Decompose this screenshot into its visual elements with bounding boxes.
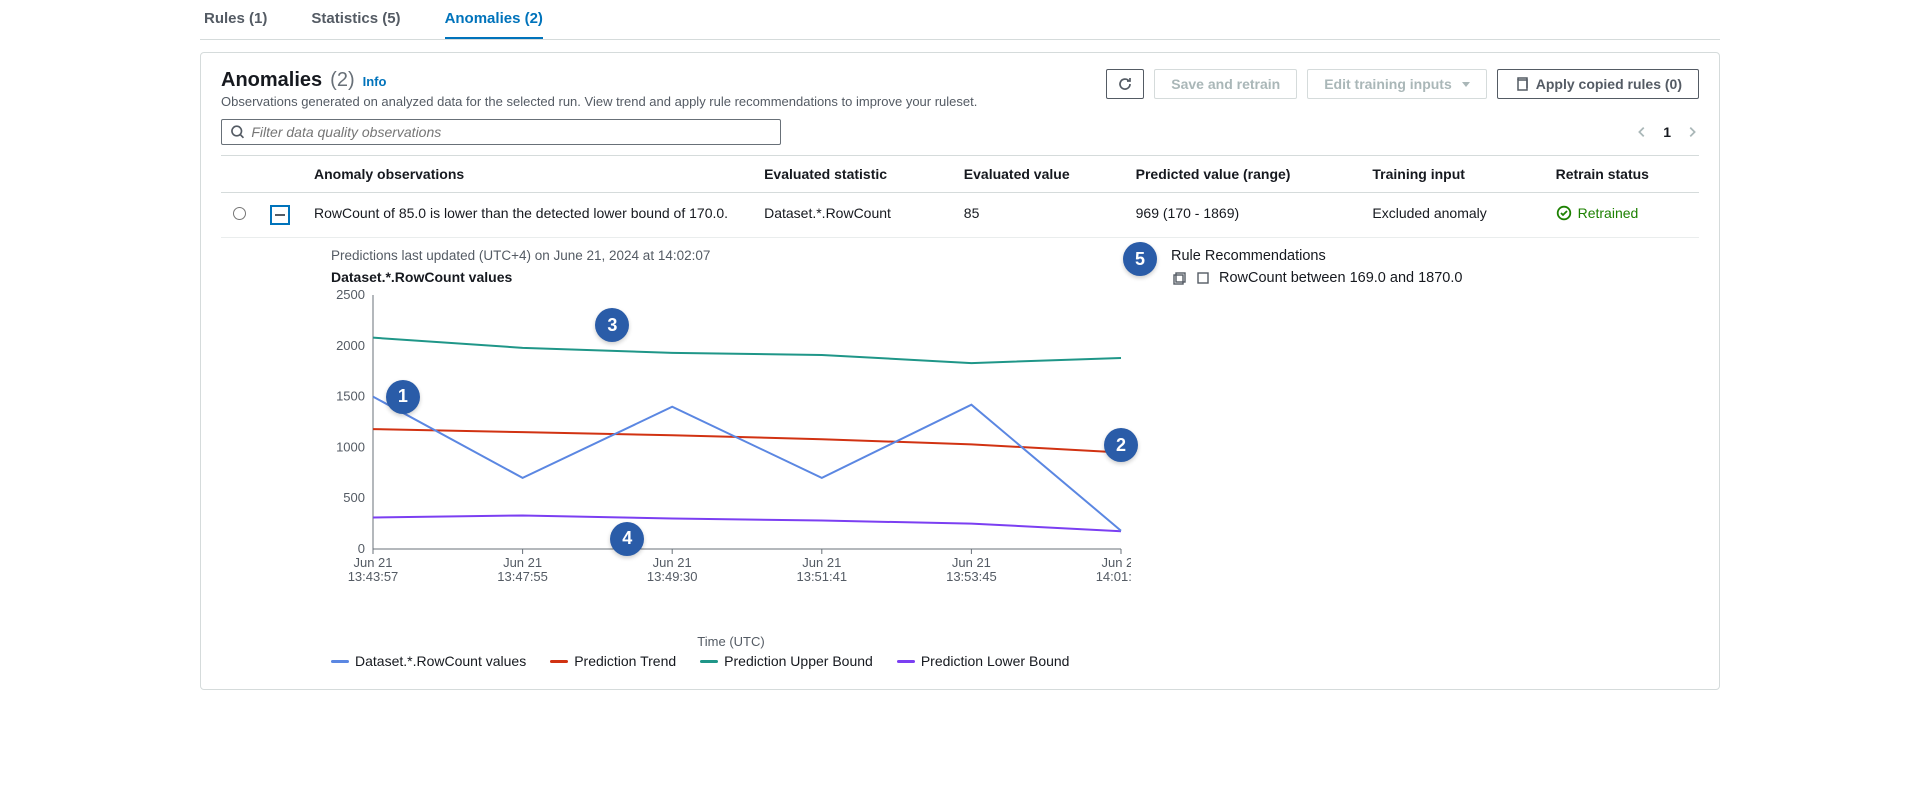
svg-text:Jun 21: Jun 21 [952, 555, 991, 570]
col-statistic: Evaluated statistic [752, 156, 952, 193]
svg-text:1000: 1000 [336, 439, 365, 454]
minus-icon [275, 214, 285, 216]
line-chart: 05001000150020002500Jun 2113:43:57Jun 21… [331, 289, 1131, 589]
col-value: Evaluated value [952, 156, 1124, 193]
panel-count: (2) [330, 69, 354, 92]
cell-training: Excluded anomaly [1360, 193, 1543, 238]
next-page-icon[interactable] [1685, 125, 1699, 139]
cell-observation: RowCount of 85.0 is lower than the detec… [302, 193, 752, 238]
search-input[interactable] [251, 124, 772, 140]
col-observation: Anomaly observations [302, 156, 752, 193]
svg-text:1500: 1500 [336, 389, 365, 404]
apply-rules-button[interactable]: Apply copied rules (0) [1497, 69, 1699, 99]
anomalies-table: Anomaly observations Evaluated statistic… [221, 155, 1699, 238]
page-number: 1 [1663, 124, 1671, 140]
chart-title: Dataset.*.RowCount values [331, 269, 1131, 285]
legend-lower: Prediction Lower Bound [897, 653, 1070, 669]
x-axis-label: Time (UTC) [331, 634, 1131, 649]
cell-predicted: 969 (170 - 1869) [1124, 193, 1361, 238]
save-retrain-button: Save and retrain [1154, 69, 1297, 99]
search-input-wrapper[interactable] [221, 119, 781, 145]
row-select-radio[interactable] [233, 207, 246, 220]
refresh-button[interactable] [1106, 69, 1144, 99]
svg-text:13:49:30: 13:49:30 [647, 569, 698, 584]
legend-trend: Prediction Trend [550, 653, 676, 669]
svg-text:Jun 21: Jun 21 [503, 555, 542, 570]
tab-statistics[interactable]: Statistics (5) [311, 0, 400, 39]
anomalies-panel: Anomalies (2) Info Observations generate… [200, 52, 1720, 690]
recommendations-title: Rule Recommendations [1171, 248, 1699, 264]
info-link[interactable]: Info [363, 74, 387, 89]
annotation-badge-1: 1 [386, 380, 420, 414]
prev-page-icon[interactable] [1635, 125, 1649, 139]
svg-text:Jun 21: Jun 21 [1101, 555, 1131, 570]
edit-inputs-button: Edit training inputs [1307, 69, 1487, 99]
svg-text:13:53:45: 13:53:45 [946, 569, 997, 584]
svg-text:2000: 2000 [336, 338, 365, 353]
chart-meta: Predictions last updated (UTC+4) on June… [331, 248, 1131, 263]
copy-icon [1514, 76, 1530, 92]
copy-icon[interactable] [1195, 270, 1211, 286]
svg-text:Jun 21: Jun 21 [653, 555, 692, 570]
svg-text:500: 500 [343, 490, 365, 505]
cell-value: 85 [952, 193, 1124, 238]
collapse-button[interactable] [270, 205, 290, 225]
svg-text:0: 0 [358, 541, 365, 556]
svg-text:Jun 21: Jun 21 [802, 555, 841, 570]
annotation-badge-2: 2 [1104, 428, 1138, 462]
panel-subtitle: Observations generated on analyzed data … [221, 94, 977, 109]
search-icon [230, 124, 245, 140]
recommendation-text: RowCount between 169.0 and 1870.0 [1219, 270, 1462, 286]
annotation-badge-4: 4 [610, 522, 644, 556]
col-predicted: Predicted value (range) [1124, 156, 1361, 193]
col-retrain: Retrain status [1544, 156, 1699, 193]
detail-panel: Predictions last updated (UTC+4) on June… [221, 238, 1699, 669]
cell-statistic: Dataset.*.RowCount [752, 193, 952, 238]
svg-text:13:47:55: 13:47:55 [497, 569, 548, 584]
svg-text:2500: 2500 [336, 289, 365, 302]
table-row: RowCount of 85.0 is lower than the detec… [221, 193, 1699, 238]
refresh-icon [1117, 76, 1133, 92]
legend-upper: Prediction Upper Bound [700, 653, 873, 669]
svg-text:Jun 21: Jun 21 [353, 555, 392, 570]
retrain-status: Retrained [1556, 205, 1639, 221]
copy-icon[interactable] [1171, 270, 1187, 286]
chevron-down-icon [1462, 82, 1470, 87]
pager: 1 [1635, 124, 1699, 140]
col-training: Training input [1360, 156, 1543, 193]
svg-text:14:01:55: 14:01:55 [1096, 569, 1131, 584]
tab-anomalies[interactable]: Anomalies (2) [445, 0, 543, 39]
annotation-badge-5: 5 [1123, 242, 1157, 276]
chart-legend: Dataset.*.RowCount values Prediction Tre… [331, 653, 1131, 669]
check-circle-icon [1556, 205, 1572, 221]
legend-values: Dataset.*.RowCount values [331, 653, 526, 669]
panel-title: Anomalies [221, 69, 322, 92]
tabs: Rules (1) Statistics (5) Anomalies (2) [200, 0, 1720, 40]
svg-text:13:43:57: 13:43:57 [348, 569, 399, 584]
chart-svg: 05001000150020002500Jun 2113:43:57Jun 21… [331, 289, 1131, 589]
tab-rules[interactable]: Rules (1) [204, 0, 267, 39]
svg-text:13:51:41: 13:51:41 [796, 569, 847, 584]
